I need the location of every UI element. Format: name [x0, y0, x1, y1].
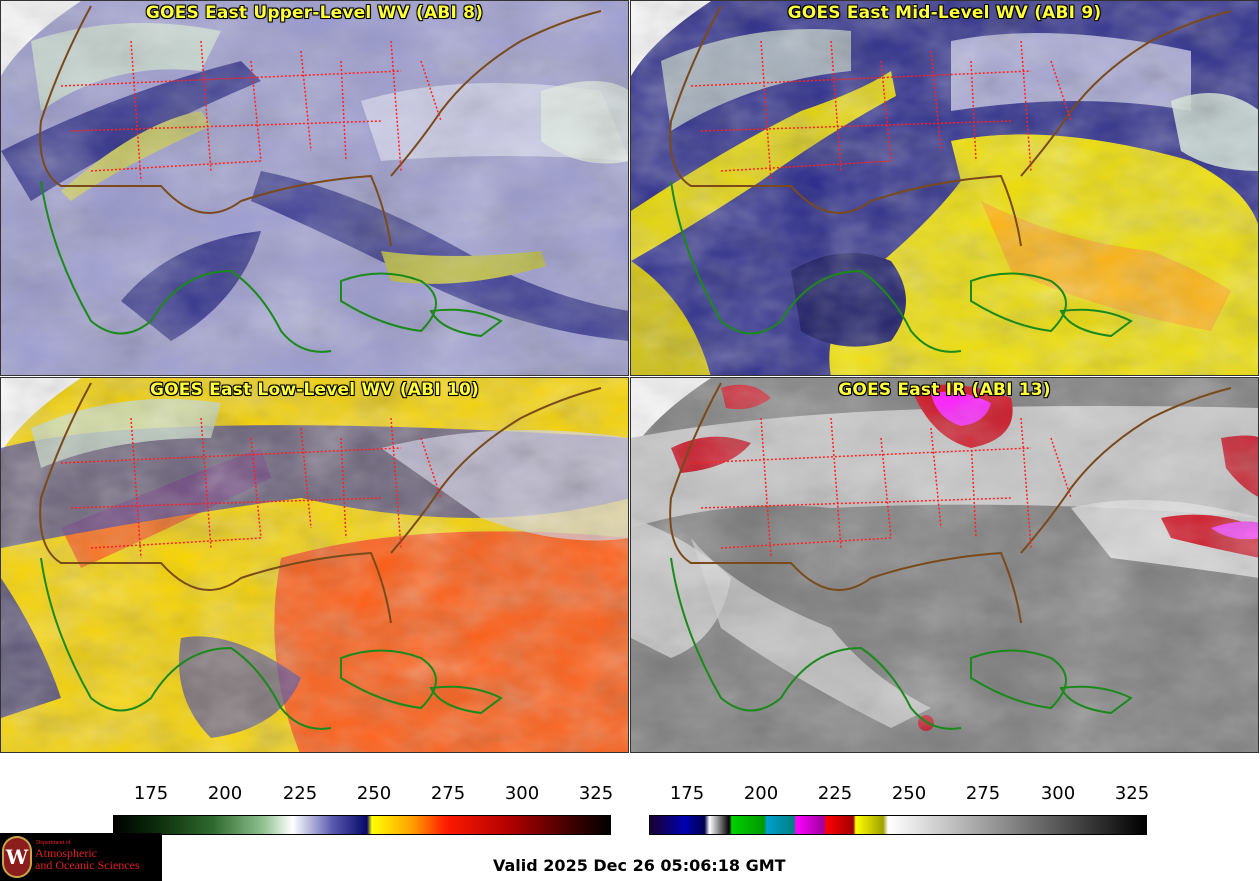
map-panel-low-wv: GOES East Low-Level WV (ABI 10): [0, 377, 629, 753]
tick-label: 175: [133, 783, 169, 804]
tick-label: 300: [1040, 783, 1076, 804]
upper-wv-borders: [39, 5, 602, 353]
map-panel-mid-wv: GOES East Mid-Level WV (ABI 9): [630, 0, 1259, 376]
tick-label: 200: [743, 783, 779, 804]
panel-title: GOES East Low-Level WV (ABI 10): [149, 380, 479, 400]
tick-label: 275: [965, 783, 1001, 804]
aos-logo: W Department of Atmospheric and Oceanic …: [0, 833, 162, 881]
low-wv-borders: [39, 382, 602, 730]
mid-wv-imagery: [631, 1, 1258, 375]
panel-title: GOES East IR (ABI 13): [838, 380, 1051, 400]
tick-label: 250: [356, 783, 392, 804]
ir-borders: [669, 382, 1232, 730]
ir-colorbar: [649, 815, 1147, 835]
logo-department: Department of: [36, 840, 71, 846]
ir-colorbar-ticks: 175 200 225 250 275 300 325: [649, 783, 1150, 813]
mid-wv-borders: [669, 5, 1232, 353]
tick-label: 300: [504, 783, 540, 804]
logo-line2: and Oceanic Sciences: [35, 858, 140, 872]
map-panel-upper-wv: GOES East Upper-Level WV (ABI 8): [0, 0, 629, 376]
wv-colorbar: [113, 815, 611, 835]
tick-label: 325: [578, 783, 614, 804]
uw-seal-icon: W: [2, 836, 32, 878]
tick-label: 325: [1114, 783, 1150, 804]
tick-label: 250: [891, 783, 927, 804]
map-panel-ir: GOES East IR (ABI 13): [630, 377, 1259, 753]
panel-title: GOES East Mid-Level WV (ABI 9): [787, 3, 1102, 23]
tick-label: 200: [207, 783, 243, 804]
tick-label: 225: [282, 783, 318, 804]
logo-line1: Atmospheric: [35, 846, 97, 860]
tick-label: 225: [817, 783, 853, 804]
valid-time: Valid 2025 Dec 26 05:06:18 GMT: [493, 856, 786, 875]
tick-label: 175: [669, 783, 705, 804]
upper-wv-imagery: [1, 1, 628, 375]
tick-label: 275: [430, 783, 466, 804]
wv-colorbar-ticks: 175 200 225 250 275 300 325: [113, 783, 614, 813]
ir-imagery: [631, 378, 1258, 752]
panel-title: GOES East Upper-Level WV (ABI 8): [145, 3, 484, 23]
